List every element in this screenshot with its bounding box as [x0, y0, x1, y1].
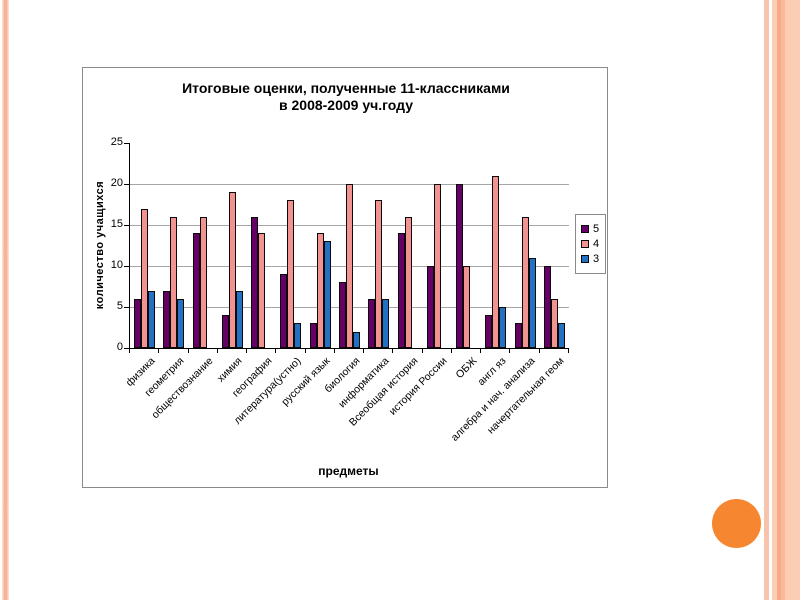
bar-grade4-информатика [375, 200, 383, 348]
y-tick-mark [124, 307, 129, 308]
bar-grade5-литература(устно) [280, 274, 288, 348]
bar-grade4-русский язык [316, 233, 324, 348]
y-tick-label-15: 15 [110, 218, 123, 230]
bar-grade5-история России [426, 266, 434, 348]
x-tick-mark [304, 349, 306, 353]
x-tick-mark [216, 349, 218, 353]
bar-grade5-русский язык [309, 323, 317, 348]
x-tick-mark [421, 349, 423, 353]
y-tick-label-25: 25 [110, 136, 123, 148]
slide-left-border-stripe [2, 0, 9, 600]
legend-item-5: 5 [581, 223, 605, 235]
x-tick-mark [509, 349, 511, 353]
bar-grade5-начертательная геом [543, 266, 551, 348]
bar-grade3-литература(устно) [294, 323, 302, 348]
bar-grade4-геометрия [170, 217, 178, 348]
legend-swatch-icon [581, 240, 589, 248]
x-tick-mark [363, 349, 365, 353]
decorative-orange-circle [712, 499, 761, 548]
bar-grade3-англ яз [499, 307, 507, 348]
legend-label: 5 [593, 223, 600, 235]
bar-grade4-физика [141, 209, 149, 348]
slide-right-border-panel [772, 0, 800, 600]
x-axis-title: предметы [318, 464, 379, 478]
slide-right-border-line [764, 0, 769, 600]
bar-grade4-англ яз [492, 176, 500, 348]
bar-grade5-ОБЖ [456, 184, 464, 348]
chart-legend: 5 4 3 [575, 214, 606, 274]
y-tick-label-0: 0 [116, 341, 123, 353]
bar-grade4-география [258, 233, 266, 348]
legend-item-3: 3 [581, 253, 605, 265]
bar-grade3-русский язык [323, 241, 331, 348]
bar-grade3-химия [235, 291, 243, 348]
bar-grade5-биология [339, 282, 346, 348]
x-tick-mark [538, 349, 540, 353]
bar-grade4-ОБЖ [463, 266, 471, 348]
chart-frame: Итоговые оценки, полученные 11-классника… [82, 67, 608, 488]
bar-grade3-начертательная геом [557, 323, 565, 348]
plot-area [129, 143, 569, 349]
bar-grade5-химия [221, 315, 229, 348]
x-tick-mark [246, 349, 248, 353]
y-tick-label-20: 20 [110, 177, 123, 189]
bar-grade4-история России [433, 184, 441, 348]
bar-grade3-алгебра и нач. анализа [528, 258, 536, 348]
legend-swatch-icon [581, 225, 589, 233]
bar-grade5-информатика [368, 299, 376, 348]
x-tick-mark [333, 349, 335, 353]
chart-title-line1: Итоговые оценки, полученные 11-классника… [182, 80, 510, 96]
legend-swatch-icon [581, 255, 589, 263]
x-tick-mark [158, 349, 160, 353]
x-tick-mark [480, 349, 482, 353]
y-tick-label-10: 10 [110, 259, 123, 271]
chart-title-line2: в 2008-2009 уч.году [279, 97, 413, 113]
bar-grade4-биология [346, 184, 353, 348]
legend-label: 4 [593, 238, 600, 250]
x-tick-mark [275, 349, 277, 353]
bar-grade4-Всеобщая история [404, 217, 412, 348]
x-tick-mark [568, 349, 569, 353]
bar-grade4-начертательная геом [550, 299, 558, 348]
bar-grade4-алгебра и нач. анализа [521, 217, 529, 348]
chart-title: Итоговые оценки, полученные 11-классника… [83, 80, 609, 114]
x-tick-mark [187, 349, 189, 353]
bar-grade4-химия [228, 192, 236, 348]
bar-grade5-физика [134, 299, 142, 348]
y-tick-mark [124, 225, 129, 226]
bar-grade5-обществознание [192, 233, 200, 348]
bar-grade3-биология [353, 332, 360, 348]
x-tick-mark [392, 349, 394, 353]
y-tick-mark [124, 348, 129, 349]
bar-grade5-география [251, 217, 259, 348]
bar-grade3-информатика [382, 299, 390, 348]
bar-grade3-физика [148, 291, 156, 348]
bar-grade5-Всеобщая история [397, 233, 405, 348]
bar-grade3-геометрия [177, 299, 185, 348]
y-tick-mark [124, 184, 129, 185]
x-tick-mark [129, 349, 130, 353]
y-tick-mark [124, 143, 129, 144]
legend-label: 3 [593, 253, 600, 265]
y-tick-label-5: 5 [116, 300, 123, 312]
bar-grade4-обществознание [199, 217, 207, 348]
legend-item-4: 4 [581, 238, 605, 250]
y-tick-mark [124, 266, 129, 267]
x-tick-mark [450, 349, 452, 353]
bar-grade5-геометрия [163, 291, 171, 348]
bar-grade5-англ яз [485, 315, 493, 348]
bar-grade4-литература(устно) [287, 200, 295, 348]
bar-grade5-алгебра и нач. анализа [514, 323, 522, 348]
